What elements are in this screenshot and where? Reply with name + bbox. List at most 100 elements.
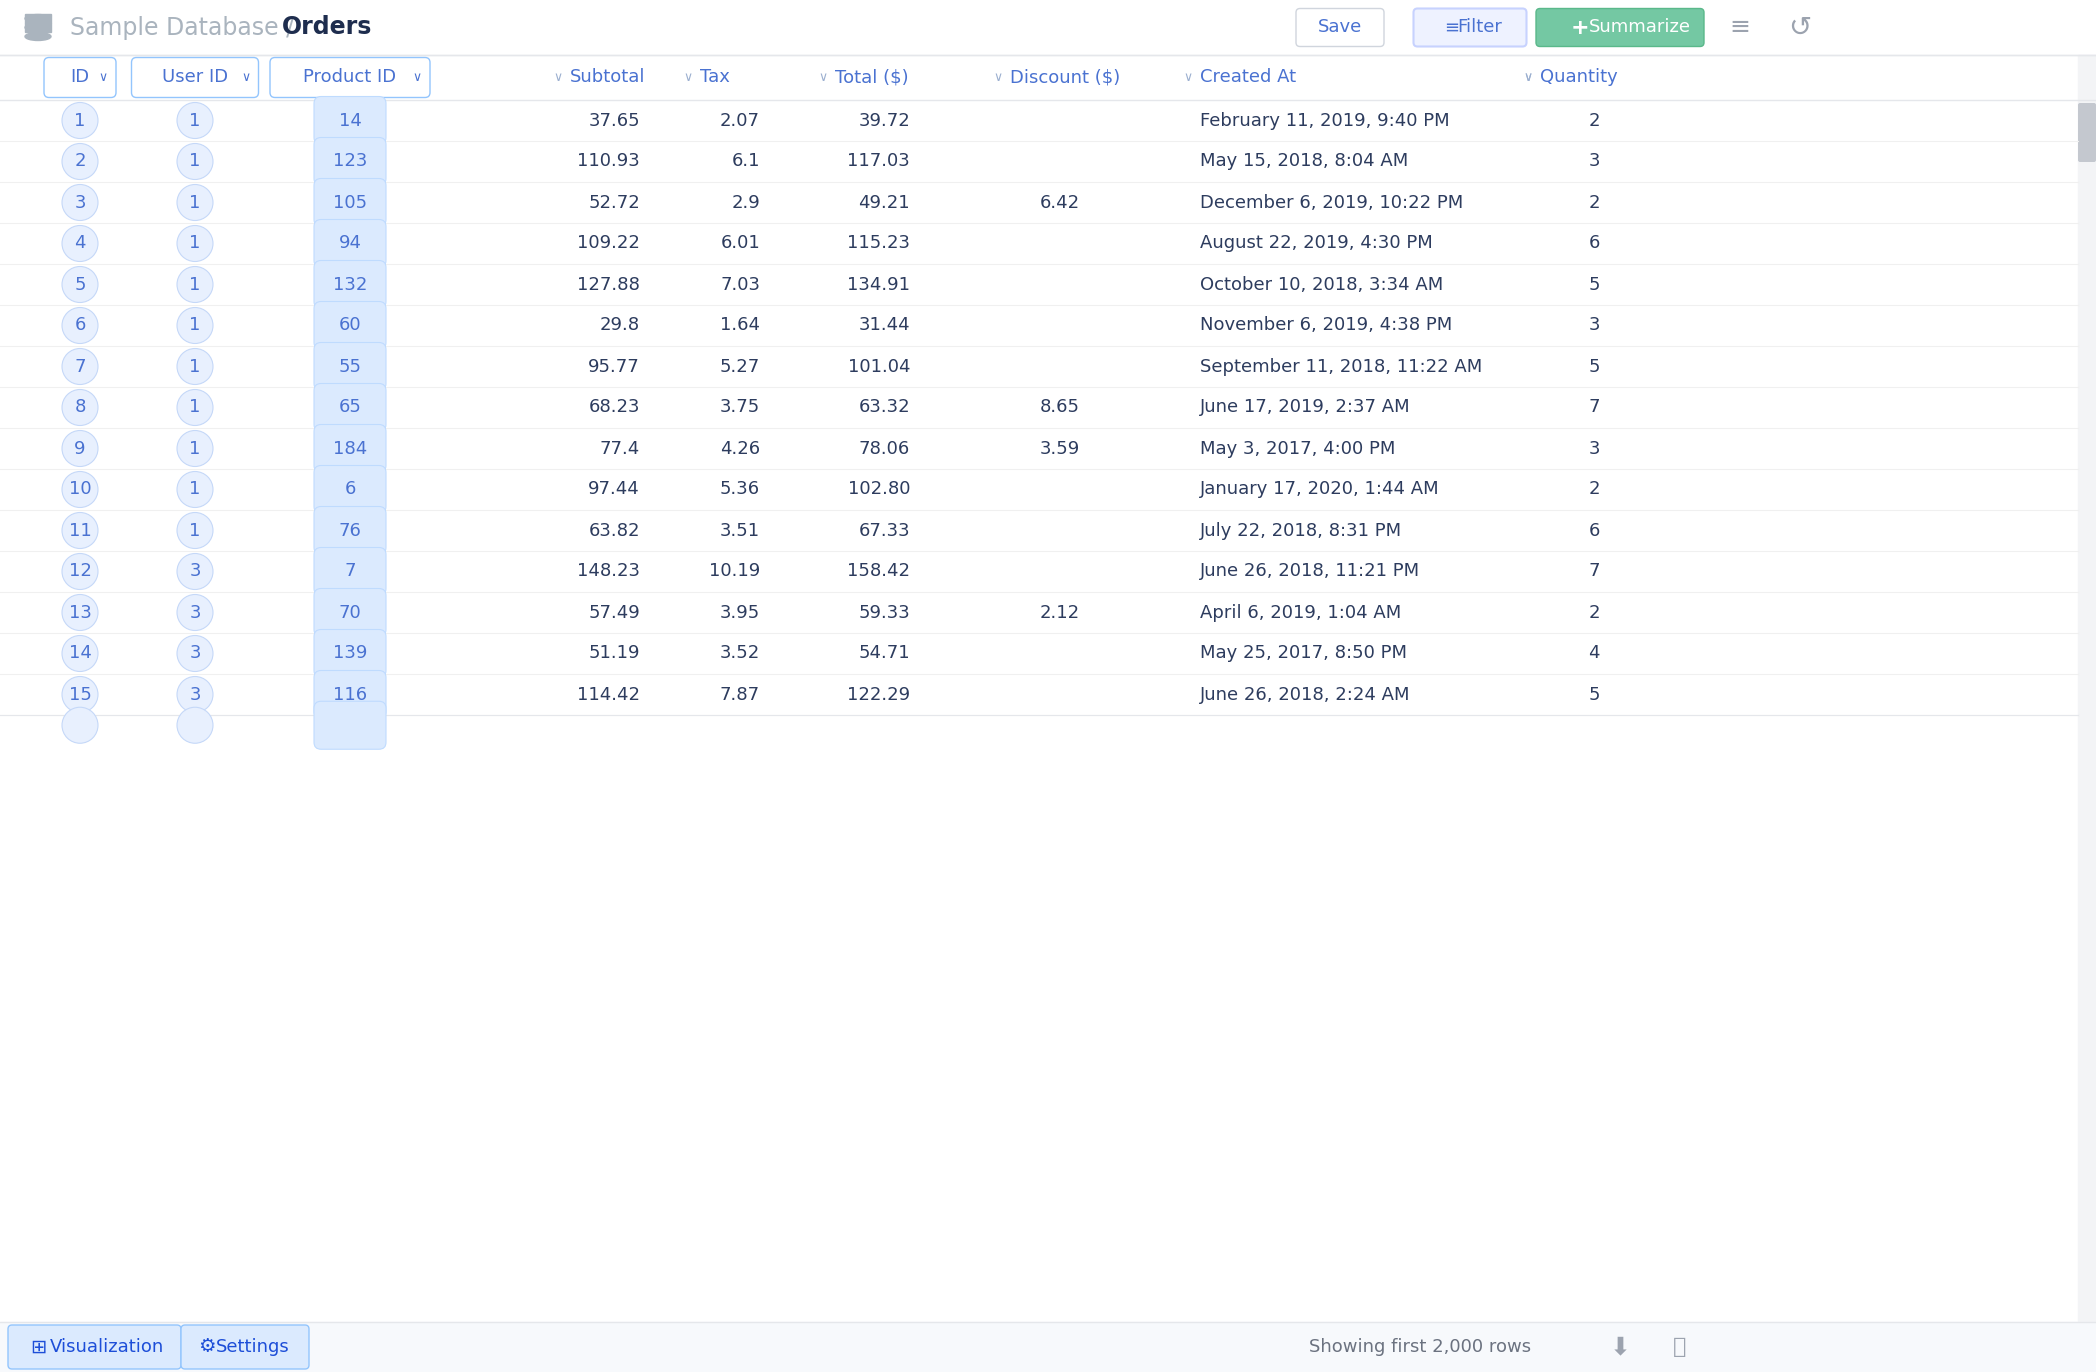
Text: February 11, 2019, 9:40 PM: February 11, 2019, 9:40 PM [1201,111,1450,129]
Bar [2077,55,2096,1323]
Text: 1: 1 [189,439,201,457]
FancyBboxPatch shape [314,465,386,513]
FancyBboxPatch shape [314,220,386,268]
Text: ⚙: ⚙ [199,1338,216,1357]
Text: ⊞: ⊞ [29,1338,46,1357]
Text: ≡: ≡ [1444,18,1459,37]
Text: 7: 7 [73,358,86,376]
Ellipse shape [176,431,214,466]
FancyBboxPatch shape [1295,8,1383,47]
Text: Tax: Tax [700,69,729,86]
Text: 8: 8 [73,398,86,417]
Text: ⬇: ⬇ [1610,1335,1631,1360]
Text: ∨: ∨ [817,71,828,84]
Text: Summarize: Summarize [1589,18,1691,37]
FancyBboxPatch shape [314,96,386,144]
Text: ∨: ∨ [683,71,692,84]
Text: June 17, 2019, 2:37 AM: June 17, 2019, 2:37 AM [1201,398,1411,417]
Text: 110.93: 110.93 [576,152,639,170]
Text: 2: 2 [1589,111,1599,129]
Text: Subtotal: Subtotal [570,69,646,86]
Text: +: + [1570,18,1589,37]
Text: 3.59: 3.59 [1040,439,1079,457]
Text: 3: 3 [189,604,201,622]
FancyBboxPatch shape [1413,8,1526,47]
Ellipse shape [25,33,50,41]
Text: Total ($): Total ($) [834,69,910,86]
FancyBboxPatch shape [2077,103,2096,162]
FancyBboxPatch shape [314,384,386,432]
Text: 6: 6 [1589,521,1599,539]
Text: Created At: Created At [1201,69,1295,86]
FancyBboxPatch shape [314,671,386,719]
Text: Save: Save [1318,18,1362,37]
Ellipse shape [176,348,214,384]
Text: 122.29: 122.29 [847,686,910,704]
Ellipse shape [63,553,99,590]
Ellipse shape [63,225,99,262]
Text: October 10, 2018, 3:34 AM: October 10, 2018, 3:34 AM [1201,276,1444,294]
Text: ∨: ∨ [241,71,249,84]
Text: 14: 14 [340,111,361,129]
Ellipse shape [63,307,99,343]
Text: 6: 6 [73,317,86,335]
Bar [25,14,50,22]
Ellipse shape [176,266,214,302]
Text: 1: 1 [189,152,201,170]
Text: 39.72: 39.72 [857,111,910,129]
Text: 70: 70 [340,604,361,622]
Text: 31.44: 31.44 [859,317,910,335]
FancyBboxPatch shape [132,58,258,97]
Text: 60: 60 [340,317,361,335]
Text: 4.26: 4.26 [719,439,761,457]
FancyBboxPatch shape [314,506,386,554]
FancyBboxPatch shape [180,1325,308,1369]
Ellipse shape [176,676,214,712]
Text: Orders: Orders [283,15,373,40]
FancyBboxPatch shape [314,424,386,472]
Ellipse shape [25,15,50,22]
Text: 102.80: 102.80 [847,480,910,498]
Text: 1: 1 [189,398,201,417]
Text: 1: 1 [189,521,201,539]
Text: Filter: Filter [1457,18,1503,37]
FancyBboxPatch shape [1536,8,1704,47]
Bar [0,1323,2096,1372]
Text: 1: 1 [189,480,201,498]
Text: 11: 11 [69,521,92,539]
Text: May 15, 2018, 8:04 AM: May 15, 2018, 8:04 AM [1201,152,1409,170]
Text: April 6, 2019, 1:04 AM: April 6, 2019, 1:04 AM [1201,604,1402,622]
Text: 3: 3 [1589,152,1599,170]
FancyBboxPatch shape [314,701,386,749]
FancyBboxPatch shape [270,58,430,97]
Text: 6: 6 [1589,235,1599,252]
FancyBboxPatch shape [314,137,386,185]
Text: ≡: ≡ [1729,15,1750,40]
Text: June 26, 2018, 2:24 AM: June 26, 2018, 2:24 AM [1201,686,1411,704]
Text: 116: 116 [333,686,367,704]
Text: Product ID: Product ID [304,69,396,86]
Text: 51.19: 51.19 [589,645,639,663]
Text: 158.42: 158.42 [847,563,910,580]
Text: 132: 132 [333,276,367,294]
Ellipse shape [63,144,99,180]
Text: 5.27: 5.27 [719,358,761,376]
Text: 123: 123 [333,152,367,170]
Ellipse shape [63,707,99,744]
Text: 1.64: 1.64 [721,317,761,335]
Text: ∨: ∨ [1524,71,1532,84]
Ellipse shape [176,390,214,425]
Text: 6.42: 6.42 [1040,193,1079,211]
Ellipse shape [176,103,214,139]
Text: 95.77: 95.77 [589,358,639,376]
Ellipse shape [176,594,214,631]
Text: November 6, 2019, 4:38 PM: November 6, 2019, 4:38 PM [1201,317,1453,335]
Ellipse shape [176,635,214,671]
Text: January 17, 2020, 1:44 AM: January 17, 2020, 1:44 AM [1201,480,1440,498]
Ellipse shape [63,390,99,425]
Ellipse shape [176,307,214,343]
Text: ∨: ∨ [99,71,107,84]
Text: 3: 3 [189,563,201,580]
Text: 7.03: 7.03 [721,276,761,294]
Text: 2: 2 [1589,604,1599,622]
